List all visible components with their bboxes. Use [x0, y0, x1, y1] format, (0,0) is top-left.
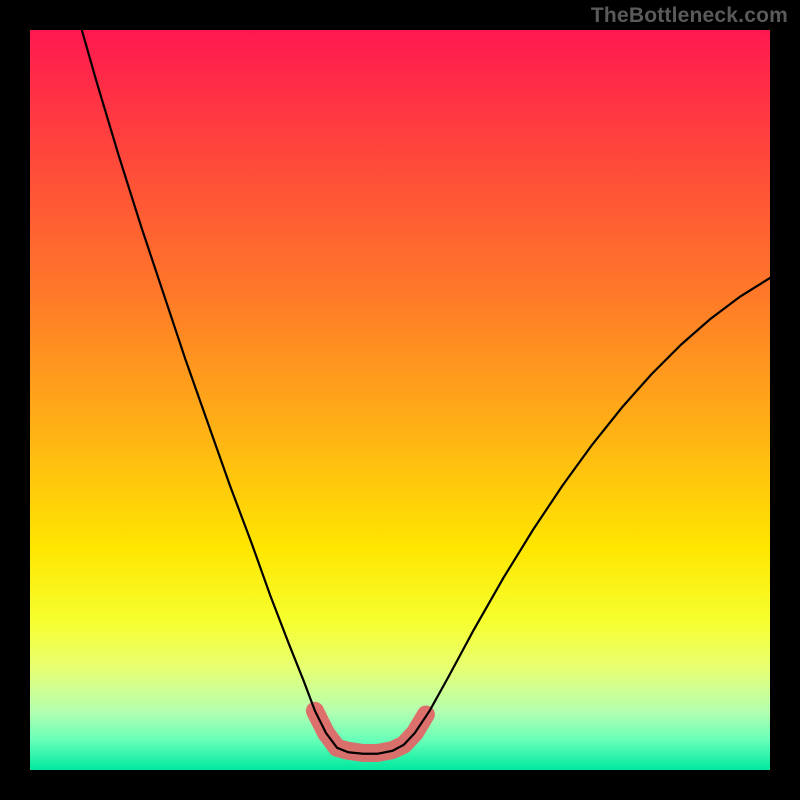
watermark-text: TheBottleneck.com [591, 4, 788, 28]
chart-svg [0, 0, 800, 800]
bottleneck-chart: TheBottleneck.com [0, 0, 800, 800]
